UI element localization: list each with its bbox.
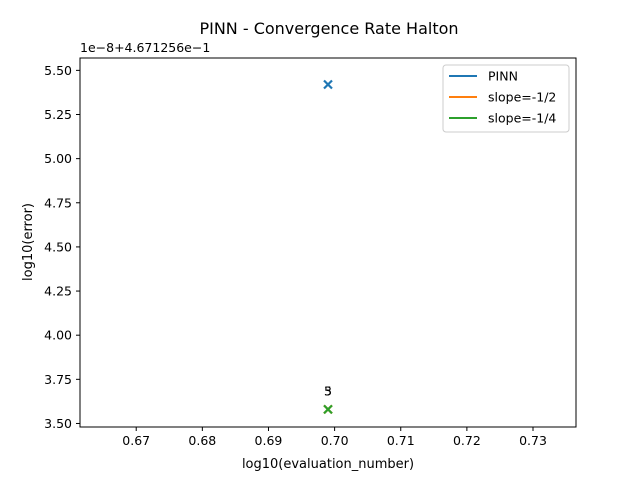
legend-frame <box>442 64 570 133</box>
annotation-label: 5 <box>324 384 332 399</box>
x-tick-label: 0.72 <box>453 433 481 448</box>
annotation-label: 3 <box>324 384 332 399</box>
x-axis-label: log10(evaluation_number) <box>242 457 414 472</box>
legend-label: PINN <box>488 69 518 84</box>
legend: PINN slope=-1/2 slope=-1/4 <box>442 64 570 133</box>
y-tick-label: 4.50 <box>44 239 72 254</box>
y-axis-ticks: 3.50 3.75 4.00 4.25 4.50 4.75 5.00 5.25 5.50 <box>44 63 80 431</box>
y-tick-label: 5.00 <box>44 151 72 166</box>
x-tick-label: 0.71 <box>387 433 415 448</box>
x-tick-label: 0.67 <box>122 433 150 448</box>
x-axis-ticks: 0.67 0.68 0.69 0.70 0.71 0.72 0.73 <box>122 427 547 448</box>
y-axis-label: log10(error) <box>21 203 36 281</box>
y-tick-label: 3.75 <box>44 372 72 387</box>
x-tick-label: 0.73 <box>519 433 547 448</box>
y-offset-text: 1e−8+4.671256e−1 <box>80 40 210 55</box>
data-marks: 35 <box>323 79 333 415</box>
x-tick-label: 0.70 <box>321 433 349 448</box>
chart-title: PINN - Convergence Rate Halton <box>199 19 458 38</box>
y-tick-label: 5.50 <box>44 63 72 78</box>
plot-frame <box>79 57 577 428</box>
legend-label: slope=-1/2 <box>488 90 556 105</box>
x-tick-label: 0.68 <box>188 433 216 448</box>
legend-label: slope=-1/4 <box>488 111 556 126</box>
y-tick-label: 3.50 <box>44 416 72 431</box>
y-tick-label: 4.75 <box>44 195 72 210</box>
data-point-marker <box>323 404 333 415</box>
y-tick-label: 4.00 <box>44 328 72 343</box>
y-tick-label: 5.25 <box>44 107 72 122</box>
data-point-marker <box>323 79 333 90</box>
y-tick-label: 4.25 <box>44 284 72 299</box>
x-tick-label: 0.69 <box>255 433 283 448</box>
